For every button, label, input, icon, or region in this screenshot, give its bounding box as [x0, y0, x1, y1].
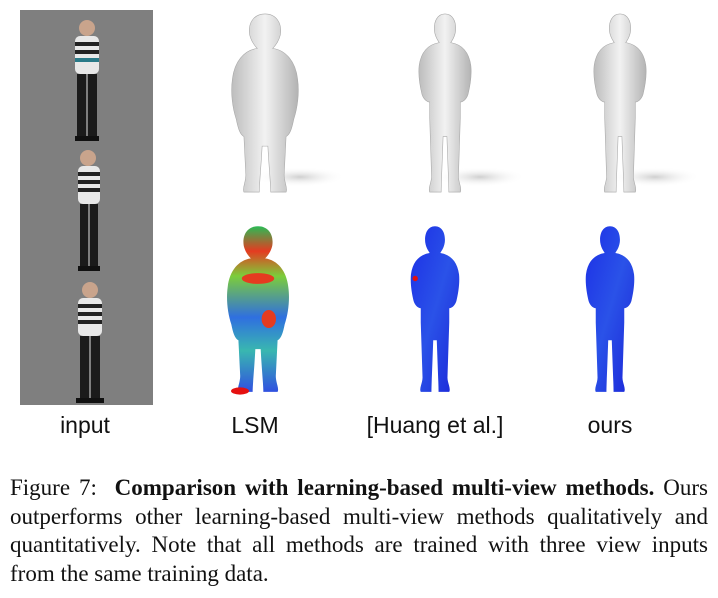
caption-body: Ours outperforms other learning-based mu…: [10, 475, 709, 586]
huang-mesh-render: [418, 13, 525, 193]
input-photos-panel: [20, 10, 153, 405]
ours-mesh-render: [593, 13, 700, 193]
lsm-error-map: [227, 226, 289, 395]
figure-caption: Figure 7: Comparison with learning-based…: [10, 474, 708, 588]
label-input: input: [60, 412, 110, 438]
input-person-view-1: [75, 20, 99, 141]
input-person-view-2: [78, 150, 100, 271]
ours-error-map: [585, 226, 635, 392]
caption-bold: Comparison with learning-based multi-vie…: [114, 475, 655, 500]
input-person-view-3: [76, 282, 104, 403]
figure-number: Figure 7:: [10, 475, 97, 500]
huang-error-map: [410, 226, 460, 392]
label-ours: ours: [587, 412, 633, 438]
label-huang: [Huang et al.]: [366, 412, 504, 438]
label-lsm: LSM: [231, 412, 279, 438]
lsm-mesh-render: [231, 13, 345, 193]
